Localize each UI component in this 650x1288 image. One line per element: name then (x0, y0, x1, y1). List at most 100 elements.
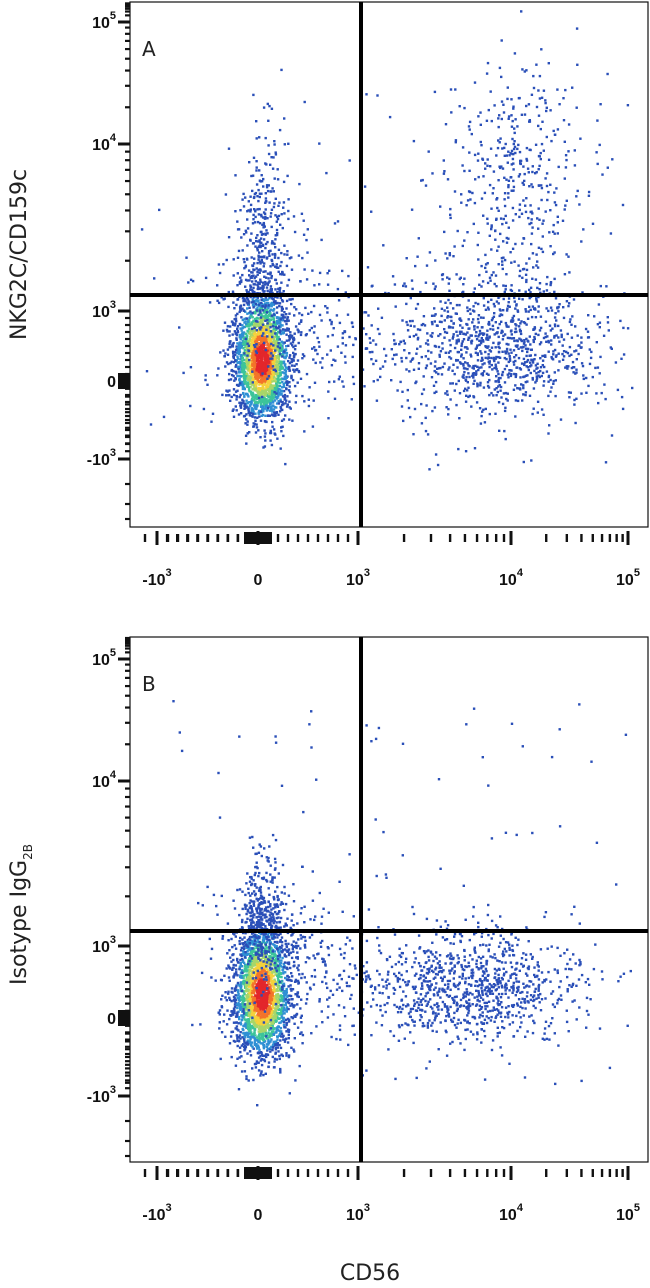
event-dot (276, 217, 280, 221)
event-dot (440, 320, 443, 324)
event-dot (422, 322, 425, 326)
event-dot (248, 401, 251, 404)
event-dot (415, 333, 418, 336)
event-dot (279, 1071, 282, 1074)
event-dot (513, 356, 516, 359)
event-dot (275, 357, 278, 360)
event-dot (285, 307, 288, 310)
event-dot (254, 280, 257, 283)
event-dot (467, 318, 470, 321)
event-dot (232, 374, 235, 378)
event-dot (523, 172, 526, 176)
event-dot (247, 200, 250, 203)
event-dot (246, 377, 250, 381)
event-dot (257, 268, 260, 272)
event-dot (493, 359, 496, 363)
event-dot (244, 196, 247, 199)
event-dot (416, 302, 420, 306)
event-dot (303, 430, 306, 433)
event-dot (287, 327, 290, 331)
event-dot (270, 342, 273, 346)
event-dot (265, 186, 269, 189)
event-dot (488, 362, 491, 365)
event-dot (475, 370, 478, 373)
event-dot (537, 168, 540, 171)
event-dot (545, 340, 548, 343)
event-dot (250, 345, 254, 348)
event-dot (430, 320, 434, 324)
event-dot (266, 347, 269, 350)
event-dot (423, 324, 427, 327)
event-dot (293, 230, 297, 234)
event-dot (274, 238, 277, 241)
event-dot (416, 328, 420, 331)
event-dot (242, 353, 246, 356)
event-dot (235, 409, 238, 412)
event-dot (256, 287, 259, 291)
event-dot (278, 391, 281, 394)
event-dot (368, 351, 372, 354)
event-dot (290, 357, 293, 361)
event-dot (470, 355, 473, 358)
event-dot (260, 358, 263, 361)
event-dot (579, 137, 582, 140)
event-dot (258, 195, 261, 199)
event-dot (467, 190, 471, 193)
event-dot (237, 367, 240, 371)
event-dot (266, 349, 269, 352)
event-dot (495, 300, 499, 303)
event-dot (573, 350, 576, 353)
event-dot (567, 150, 570, 153)
event-dot (535, 300, 539, 303)
event-dot (256, 300, 259, 303)
event-dot (271, 400, 275, 403)
event-dot (521, 346, 524, 349)
event-dot (287, 335, 291, 338)
event-dot (271, 360, 274, 364)
event-dot (247, 952, 251, 956)
event-dot (523, 375, 526, 378)
event-dot (263, 358, 267, 362)
event-dot (268, 104, 271, 108)
event-dot (281, 408, 284, 412)
event-dot (224, 365, 227, 368)
event-dot (510, 149, 514, 153)
event-dot (286, 284, 289, 287)
event-dot (268, 297, 271, 300)
event-dot (259, 402, 263, 406)
event-dot (596, 119, 599, 122)
event-dot (276, 348, 279, 352)
event-dot (271, 240, 274, 243)
event-dot (259, 280, 262, 283)
event-dot (236, 330, 239, 333)
event-dot (244, 285, 247, 288)
event-dot (262, 404, 265, 408)
event-dot (553, 323, 557, 326)
event-dot (272, 408, 276, 411)
event-dot (255, 382, 259, 385)
event-dot (239, 323, 242, 326)
event-dot (447, 407, 450, 411)
event-dot (259, 388, 262, 392)
event-dot (492, 358, 496, 361)
event-dot (476, 352, 479, 355)
event-dot (264, 280, 267, 284)
event-dot (570, 366, 574, 370)
event-dot (267, 388, 270, 392)
event-dot (222, 298, 225, 301)
event-dot (252, 213, 255, 217)
event-dot (486, 262, 489, 265)
event-dot (282, 389, 286, 393)
event-dot (497, 117, 500, 120)
event-dot (526, 167, 530, 170)
event-dot (547, 394, 550, 398)
event-dot (270, 408, 273, 412)
event-dot (260, 378, 263, 382)
event-dot (257, 255, 260, 259)
event-dot (275, 993, 278, 996)
event-dot (276, 366, 280, 369)
event-dot (557, 305, 560, 309)
event-dot (497, 296, 500, 299)
event-dot (561, 352, 564, 356)
event-dot (291, 297, 294, 301)
